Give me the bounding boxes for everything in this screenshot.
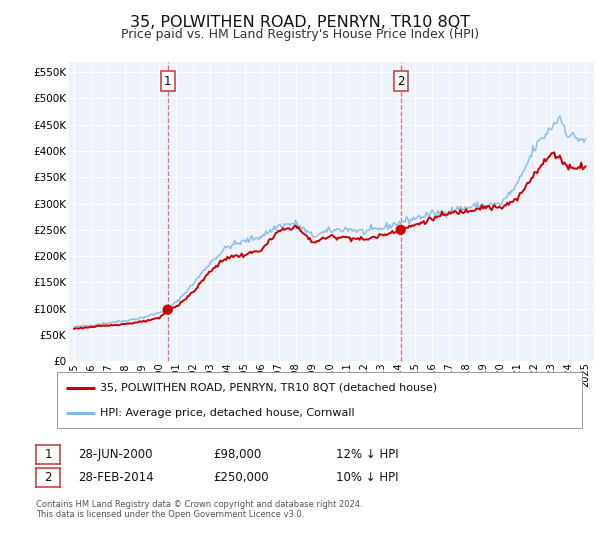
Text: 2: 2 [397,74,404,87]
Text: Price paid vs. HM Land Registry's House Price Index (HPI): Price paid vs. HM Land Registry's House … [121,28,479,41]
Text: This data is licensed under the Open Government Licence v3.0.: This data is licensed under the Open Gov… [36,510,304,519]
Text: £250,000: £250,000 [213,470,269,484]
Text: 1: 1 [44,448,52,461]
Text: 12% ↓ HPI: 12% ↓ HPI [336,447,398,461]
Text: 35, POLWITHEN ROAD, PENRYN, TR10 8QT: 35, POLWITHEN ROAD, PENRYN, TR10 8QT [130,15,470,30]
Point [163,305,172,314]
Point [396,225,406,234]
Text: 2: 2 [44,471,52,484]
Text: 1: 1 [164,74,172,87]
Text: HPI: Average price, detached house, Cornwall: HPI: Average price, detached house, Corn… [100,408,355,418]
Text: £98,000: £98,000 [213,447,261,461]
Text: Contains HM Land Registry data © Crown copyright and database right 2024.: Contains HM Land Registry data © Crown c… [36,500,362,508]
Text: 28-FEB-2014: 28-FEB-2014 [78,470,154,484]
Text: 10% ↓ HPI: 10% ↓ HPI [336,470,398,484]
Text: 28-JUN-2000: 28-JUN-2000 [78,447,152,461]
Text: 35, POLWITHEN ROAD, PENRYN, TR10 8QT (detached house): 35, POLWITHEN ROAD, PENRYN, TR10 8QT (de… [100,382,437,393]
